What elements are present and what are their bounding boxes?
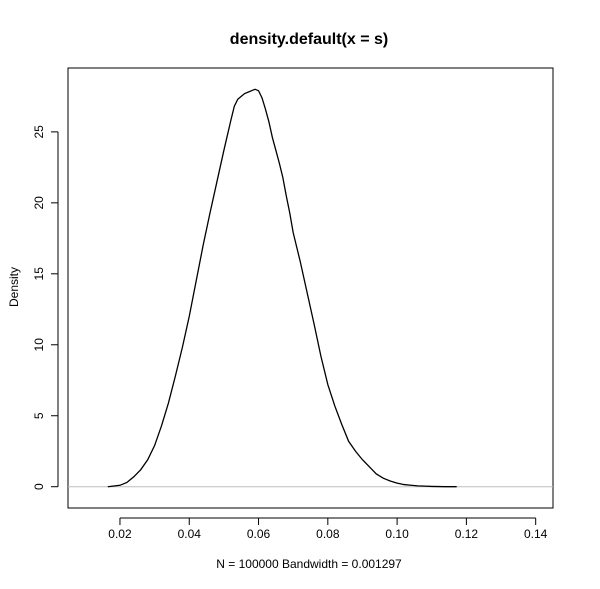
x-tick-label: 0.14 [524,527,548,541]
y-tick-label: 5 [32,412,46,419]
x-tick-label: 0.08 [316,527,340,541]
x-tick-label: 0.12 [455,527,479,541]
y-tick-label: 20 [32,196,46,210]
y-axis-label: Density [7,267,21,307]
y-tick-label: 0 [32,483,46,490]
x-tick-label: 0.02 [108,527,132,541]
y-tick-label: 25 [32,125,46,139]
density-curve [107,88,457,488]
plot-frame [67,67,554,509]
chart-title: density.default(x = s) [230,31,388,48]
x-axis-label: N = 100000 Bandwidth = 0.001297 [216,557,402,571]
x-axis: 0.02 0.04 0.06 0.08 0.10 0.12 0.14 [108,517,548,541]
x-tick-label: 0.04 [178,527,202,541]
y-tick-label: 10 [32,338,46,352]
x-tick-label: 0.06 [247,527,271,541]
y-tick-label: 15 [32,267,46,281]
y-axis: 0 5 10 15 20 25 [32,125,59,490]
x-tick-label: 0.10 [385,527,409,541]
